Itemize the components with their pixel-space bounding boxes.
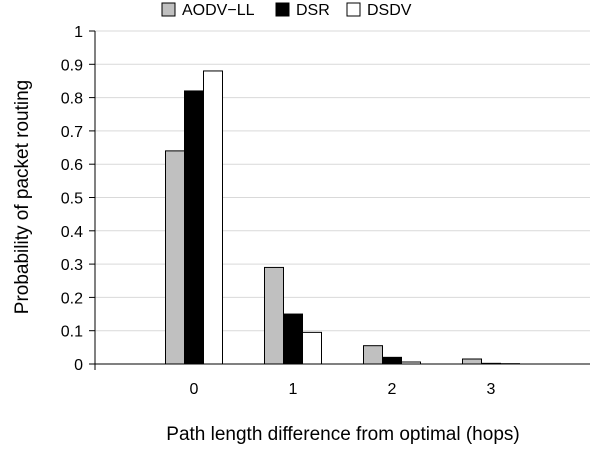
bar-dsdv-0 bbox=[203, 70, 223, 365]
y-tick-label: 0.1 bbox=[61, 324, 83, 341]
y-tick-label: 0.3 bbox=[61, 257, 83, 274]
x-tick-label: 3 bbox=[487, 381, 496, 398]
y-tick-label: 0.4 bbox=[61, 224, 83, 241]
x-tick-label: 2 bbox=[388, 381, 397, 398]
y-tick-label: 0.7 bbox=[61, 124, 83, 141]
legend-label: AODV−LL bbox=[182, 2, 255, 19]
x-tick-label: 0 bbox=[190, 381, 199, 398]
bar-aodv-ll-0 bbox=[165, 150, 185, 365]
bar-dsr-0 bbox=[184, 90, 204, 365]
y-tick-label: 0.8 bbox=[61, 91, 83, 108]
bar-aodv-ll-2 bbox=[363, 345, 383, 365]
legend-swatch bbox=[161, 2, 176, 17]
bars bbox=[165, 70, 520, 365]
y-tick-label: 0.6 bbox=[61, 157, 83, 174]
legend-label: DSDV bbox=[367, 2, 412, 19]
x-axis-label: Path length difference from optimal (hop… bbox=[166, 424, 519, 445]
bar-aodv-ll-3 bbox=[462, 358, 482, 365]
legend: AODV−LL DSR DSDV bbox=[161, 2, 412, 19]
x-ticks: 0 1 2 3 bbox=[190, 381, 496, 398]
y-tick-label: 0.5 bbox=[61, 191, 83, 208]
y-axis-label: Probability of packet routing bbox=[12, 80, 33, 314]
legend-swatch bbox=[346, 2, 361, 17]
y-tick-label: 1 bbox=[74, 24, 83, 41]
bar-dsr-1 bbox=[283, 313, 303, 365]
bar-aodv-ll-1 bbox=[264, 266, 284, 365]
axes bbox=[94, 31, 590, 370]
y-ticks: 0 0.1 0.2 0.3 0.4 0.5 0.6 0.7 0.8 0.9 1 bbox=[61, 24, 95, 374]
bar-dsdv-1 bbox=[302, 331, 322, 365]
bar-dsr-2 bbox=[382, 356, 402, 365]
y-tick-label: 0 bbox=[74, 357, 83, 374]
legend-label: DSR bbox=[296, 2, 330, 19]
x-tick-label: 1 bbox=[289, 381, 298, 398]
y-tick-label: 0.2 bbox=[61, 290, 83, 307]
y-tick-label: 0.9 bbox=[61, 57, 83, 74]
legend-swatch bbox=[275, 2, 290, 17]
